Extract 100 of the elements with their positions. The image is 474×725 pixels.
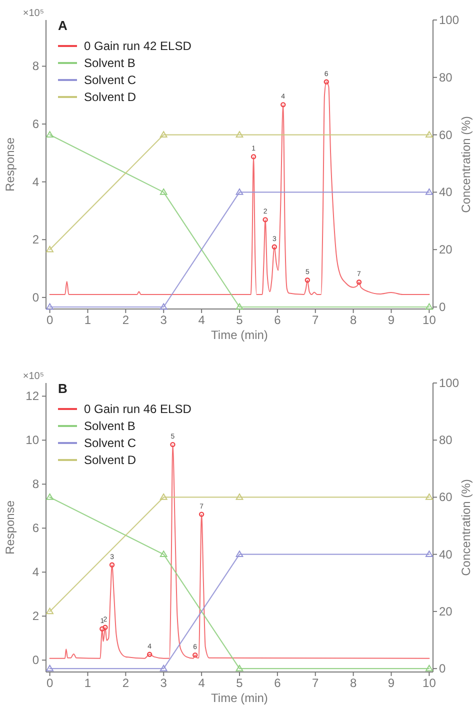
legend-label: Solvent C <box>84 73 136 87</box>
legend-label: Solvent D <box>84 90 136 104</box>
point <box>262 217 268 222</box>
y-tick-label: 8 <box>32 59 40 74</box>
y2-tick-label: 80 <box>439 70 453 84</box>
y2-tick-label: 60 <box>439 128 453 142</box>
point <box>46 131 54 138</box>
point <box>272 244 278 250</box>
point <box>236 550 244 558</box>
point <box>280 102 286 108</box>
point <box>109 562 115 568</box>
x-tick-label: 10 <box>422 313 436 327</box>
x-tick-label: 1 <box>84 676 92 690</box>
point <box>304 278 310 283</box>
x-tick-label: 4 <box>198 313 206 327</box>
y2-axis-title: Concentration (%) <box>459 479 473 576</box>
legend-label: Solvent B <box>84 419 136 433</box>
y-tick-label: 4 <box>32 565 40 580</box>
y2-tick-label: 20 <box>439 604 453 618</box>
y-tick-label: 2 <box>32 609 40 624</box>
point <box>236 188 244 195</box>
y2-tick-label: 0 <box>439 300 446 314</box>
point <box>46 608 54 614</box>
x-tick-label: 0 <box>46 676 54 690</box>
point <box>46 494 54 500</box>
y2-tick-label: 80 <box>439 433 453 448</box>
x-tick-label: 8 <box>350 313 357 327</box>
text: ×10⁵ <box>22 8 44 19</box>
point <box>236 494 244 500</box>
x-tick-label: 4 <box>198 676 206 690</box>
y-axis-title: Response <box>3 500 17 555</box>
point <box>146 652 152 658</box>
point <box>102 624 108 630</box>
y-axis-title: Response <box>3 137 17 192</box>
x-tick-label: 9 <box>388 313 395 327</box>
y-tick-label: 8 <box>32 477 40 492</box>
legend-label: Solvent D <box>84 453 136 467</box>
point <box>192 652 198 658</box>
chart-title: B <box>58 381 68 396</box>
y2-tick-label: 100 <box>439 13 460 27</box>
point <box>160 494 168 500</box>
point <box>170 442 176 448</box>
point <box>250 154 256 160</box>
x-tick-label: 6 <box>274 313 282 327</box>
x-tick-label: 3 <box>160 313 168 327</box>
y-tick-label: 0 <box>32 653 40 668</box>
x-tick-label: 9 <box>388 676 395 690</box>
y2-tick-label: 20 <box>439 242 453 257</box>
point <box>356 280 362 285</box>
legend-label: 0 Gain run 46 ELSD <box>84 402 192 416</box>
point <box>160 188 168 195</box>
y-tick-label: 4 <box>32 174 40 189</box>
y-tick-label: 2 <box>32 232 40 247</box>
point <box>46 303 54 310</box>
y-tick-label: 6 <box>32 117 40 132</box>
x-tick-label: 3 <box>160 676 168 690</box>
y2-tick-label: 40 <box>439 547 453 562</box>
point <box>426 131 433 138</box>
point <box>236 303 244 310</box>
point <box>236 664 244 672</box>
point <box>426 303 433 310</box>
y-tick-label: 0 <box>32 290 40 304</box>
point <box>46 246 54 252</box>
x-tick-label: 5 <box>236 313 244 327</box>
y2-axis-title: Concentration (%) <box>459 116 473 213</box>
x-tick-label: 0 <box>46 313 54 327</box>
x-tick-label: 7 <box>312 313 320 327</box>
legend-label: Solvent C <box>84 436 136 450</box>
y2-tick-label: 40 <box>439 185 453 200</box>
point <box>160 664 168 672</box>
y-tick-label: 12 <box>26 389 40 404</box>
point <box>100 626 105 632</box>
y-tick-label: 10 <box>26 433 40 448</box>
point <box>426 494 433 500</box>
x-tick-label: 1 <box>84 313 92 327</box>
point <box>236 131 244 138</box>
point <box>426 188 433 195</box>
legend-label: 0 Gain run 42 ELSD <box>84 39 192 53</box>
point <box>324 79 329 84</box>
x-tick-label: 10 <box>422 676 436 690</box>
chart-title: A <box>58 18 68 33</box>
point <box>160 303 168 310</box>
x-tick-label: 7 <box>312 676 320 690</box>
x-tick-label: 2 <box>122 676 130 690</box>
text: ×10⁵ <box>22 371 44 382</box>
x-tick-label: 8 <box>350 676 357 690</box>
y2-tick-label: 60 <box>439 490 453 504</box>
point <box>426 664 433 672</box>
x-tick-label: 5 <box>236 676 244 690</box>
x-tick-label: 2 <box>122 313 130 327</box>
point <box>160 550 168 558</box>
point <box>198 512 204 517</box>
y2-tick-label: 100 <box>439 376 460 390</box>
x-tick-label: 6 <box>274 676 282 690</box>
y-tick-label: 6 <box>32 521 40 536</box>
point <box>46 664 54 672</box>
point <box>426 550 433 558</box>
y2-tick-label: 0 <box>439 662 446 676</box>
point <box>160 131 168 138</box>
x-axis-title: Time (min) <box>211 691 268 705</box>
